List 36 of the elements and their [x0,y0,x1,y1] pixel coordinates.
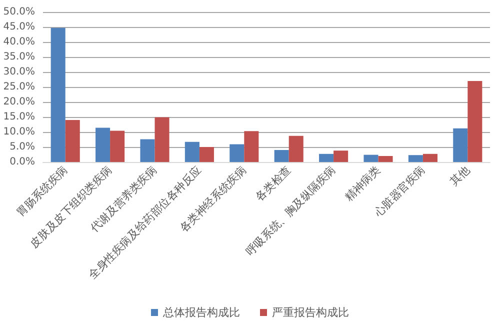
bar [319,154,334,162]
bar [364,154,378,162]
bar [288,136,304,162]
y-tick-label: 5.0% [10,142,35,152]
bar [50,28,66,162]
y-tick-label: 40.0% [3,36,35,48]
x-tick-label: 精神病类 [342,163,383,204]
x-tick-label: 其他 [447,163,472,188]
bar [230,144,244,162]
bar [65,120,80,162]
y-tick-label: 50.0% [3,6,35,18]
y-tick-label: 25.0% [3,82,35,92]
y-tick-label: 0.0% [10,156,35,168]
bar [154,117,170,162]
bar [199,147,214,162]
y-tick-label: 10.0% [3,126,35,138]
bar [110,130,125,162]
bar [468,81,482,162]
bar [408,155,423,162]
bar [96,128,110,162]
bar [274,150,289,162]
y-tick-label: 35.0% [3,52,35,62]
bar [453,128,468,162]
bar [422,154,438,162]
bar [378,156,393,162]
bar [140,139,155,162]
x-tick-label: 各类检查 [253,163,294,204]
y-tick-label: 45.0% [3,22,35,32]
y-tick-label: 20.0% [3,96,35,108]
bar [244,131,259,162]
legend-label: 总体报告构成比 [162,306,240,319]
bar [184,142,200,162]
bar [334,150,348,162]
y-tick-label: 15.0% [3,112,35,122]
legend-label: 严重报告构成比 [272,306,349,319]
y-tick-label: 30.0% [3,66,35,78]
